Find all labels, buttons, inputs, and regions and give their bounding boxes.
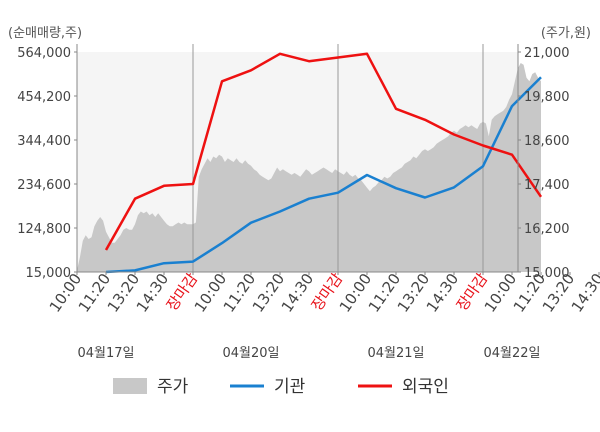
- legend: 주가 기관 외국인: [113, 377, 449, 397]
- right-tick-label: 19,800: [524, 90, 570, 105]
- right-axis-title: (주가,원): [541, 26, 591, 41]
- date-label-layer: 04월17일 04월20일 04월21일 04월22일: [77, 346, 540, 361]
- x-tick-label: 14:30: [423, 270, 463, 316]
- series-line-외국인: [104, 52, 543, 251]
- series-line-기관: [105, 76, 542, 274]
- date-label: 04월17일: [77, 346, 134, 361]
- legend-label: 주가: [157, 377, 189, 397]
- day-divider-layer: [192, 44, 484, 272]
- left-tick-label: 344,400: [17, 134, 71, 149]
- x-tick-label: 14:30: [133, 270, 173, 316]
- series-line-layer: [104, 52, 543, 274]
- right-tick-label: 16,200: [524, 222, 570, 237]
- price-area-layer: [77, 63, 541, 272]
- right-tick-label: 15,000: [524, 266, 570, 281]
- right-tick-label: 21,000: [524, 46, 570, 61]
- legend-label: 기관: [274, 377, 305, 397]
- left-tick-label: 564,000: [17, 46, 71, 61]
- left-tick-label: 234,600: [17, 178, 71, 193]
- date-label: 04월20일: [222, 346, 279, 361]
- right-tick-label: 17,400: [524, 178, 570, 193]
- date-label: 04월21일: [367, 346, 424, 361]
- x-tick-label: 14:30: [278, 270, 318, 316]
- left-tick-label: 454,200: [17, 90, 71, 105]
- left-tick-label: 15,000: [26, 266, 72, 281]
- left-tick-label: 124,800: [17, 222, 71, 237]
- date-label: 04월22일: [483, 346, 540, 361]
- left-axis-title: (순매매량,주): [8, 26, 82, 41]
- price-area: [77, 63, 541, 272]
- legend-label: 외국인: [402, 377, 449, 397]
- legend-swatch-주가: [113, 378, 147, 394]
- axis-layer: 564,000 454,200 344,400 234,600 124,800 15,00…: [17, 44, 570, 281]
- x-tick-label-layer: 10:0011:2013:2014:30장마감10:0011:2013:2014…: [46, 270, 600, 316]
- right-tick-label: 18,600: [524, 134, 570, 149]
